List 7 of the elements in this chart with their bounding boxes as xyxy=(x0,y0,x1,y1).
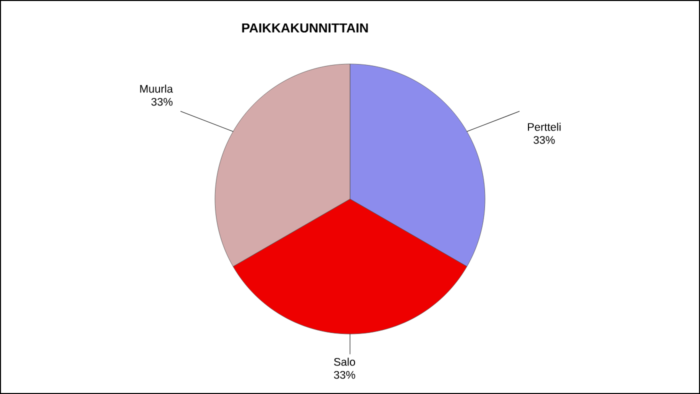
data-label: 33% xyxy=(151,98,173,106)
slice-label: Pertteli xyxy=(528,122,561,131)
data-label: 33% xyxy=(534,136,555,144)
chart-title: PAIKKAKUNNITTAIN xyxy=(242,23,368,33)
slice-label: Muurla xyxy=(140,84,173,93)
data-label: 33% xyxy=(334,371,356,379)
slice-label: Salo xyxy=(334,358,356,366)
